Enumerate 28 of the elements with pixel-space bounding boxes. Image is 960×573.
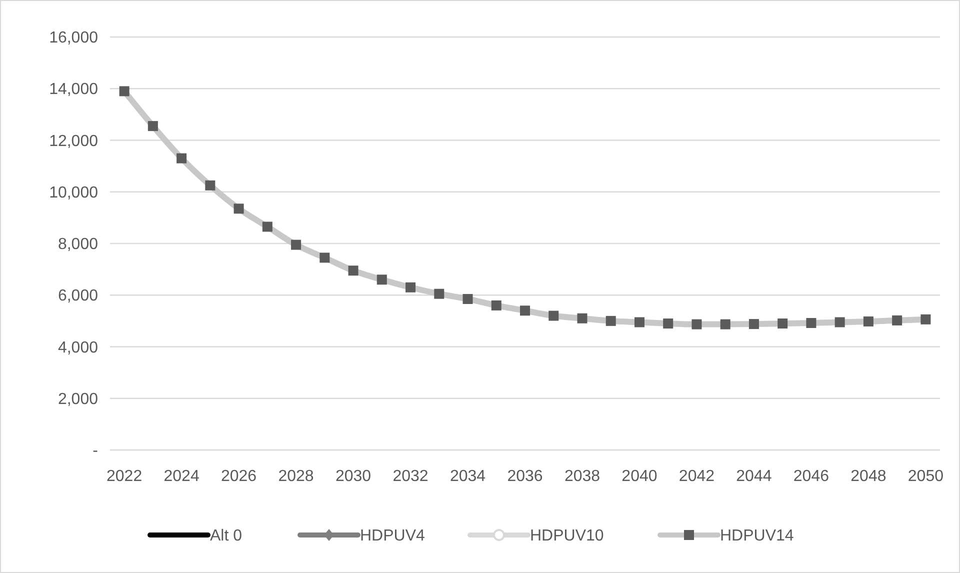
y-tick-label: 16,000 bbox=[49, 30, 98, 47]
x-tick-label: 2036 bbox=[507, 468, 543, 485]
x-tick-label: 2048 bbox=[850, 468, 886, 485]
x-tick-label: 2042 bbox=[678, 468, 715, 485]
x-tick-label: 2028 bbox=[278, 468, 314, 485]
legend-label: Alt 0 bbox=[210, 528, 242, 545]
legend-label: HDPUV4 bbox=[360, 528, 426, 545]
x-tick-label: 2034 bbox=[450, 468, 486, 485]
x-tick-label: 2022 bbox=[106, 468, 142, 485]
y-tick-label: 4,000 bbox=[58, 339, 98, 356]
y-tick-label: 8,000 bbox=[58, 236, 98, 254]
y-tick-label: 14,000 bbox=[49, 81, 98, 98]
x-tick-label: 2038 bbox=[564, 468, 600, 485]
y-tick-label: - bbox=[92, 442, 98, 460]
legend-label: HDPUV10 bbox=[530, 528, 604, 545]
x-tick-label: 2050 bbox=[908, 468, 944, 485]
x-tick-label: 2026 bbox=[220, 468, 257, 485]
x-tick-label: 2044 bbox=[736, 468, 772, 485]
y-tick-label: 12,000 bbox=[49, 132, 98, 150]
x-tick-label: 2024 bbox=[164, 468, 200, 485]
x-tick-label: 2032 bbox=[392, 468, 428, 485]
y-tick-label: 2,000 bbox=[58, 390, 98, 408]
y-tick-label: 6,000 bbox=[58, 288, 98, 305]
x-tick-label: 2040 bbox=[622, 468, 658, 485]
x-tick-label: 2030 bbox=[335, 468, 372, 485]
x-tick-label: 2046 bbox=[793, 468, 830, 485]
legend-label: HDPUV14 bbox=[720, 528, 794, 545]
y-tick-label: 10,000 bbox=[49, 184, 98, 202]
